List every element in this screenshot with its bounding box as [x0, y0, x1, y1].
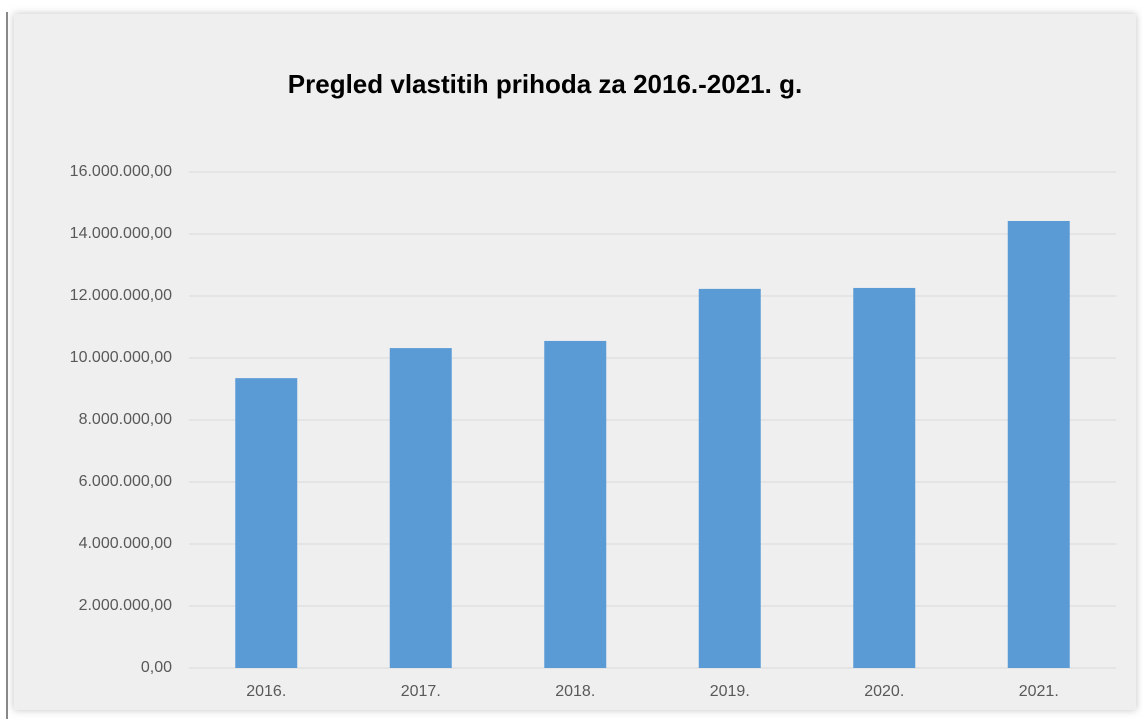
y-tick-label: 2.000.000,00 — [79, 597, 173, 614]
bar — [389, 348, 452, 668]
x-tick-label: 2017. — [401, 683, 441, 700]
x-tick-label: 2019. — [710, 683, 750, 700]
y-tick-label: 10.000.000,00 — [70, 349, 172, 366]
y-tick-label: 4.000.000,00 — [79, 535, 173, 552]
x-tick-label: 2018. — [555, 683, 595, 700]
bar — [698, 288, 761, 668]
y-tick-label: 0,00 — [141, 659, 172, 676]
y-tick-label: 6.000.000,00 — [79, 473, 173, 490]
y-tick-label: 16.000.000,00 — [70, 163, 172, 180]
bar — [235, 378, 298, 668]
bar — [853, 287, 916, 668]
y-tick-label: 8.000.000,00 — [79, 411, 173, 428]
x-tick-label: 2016. — [246, 683, 286, 700]
chart-title: Pregled vlastitih prihoda za 2016.-2021.… — [288, 69, 802, 99]
x-tick-label: 2021. — [1019, 683, 1059, 700]
bar — [544, 340, 607, 668]
y-tick-label: 14.000.000,00 — [70, 225, 172, 242]
bar — [1007, 220, 1070, 669]
y-tick-label: 12.000.000,00 — [70, 287, 172, 304]
x-tick-label: 2020. — [864, 683, 904, 700]
